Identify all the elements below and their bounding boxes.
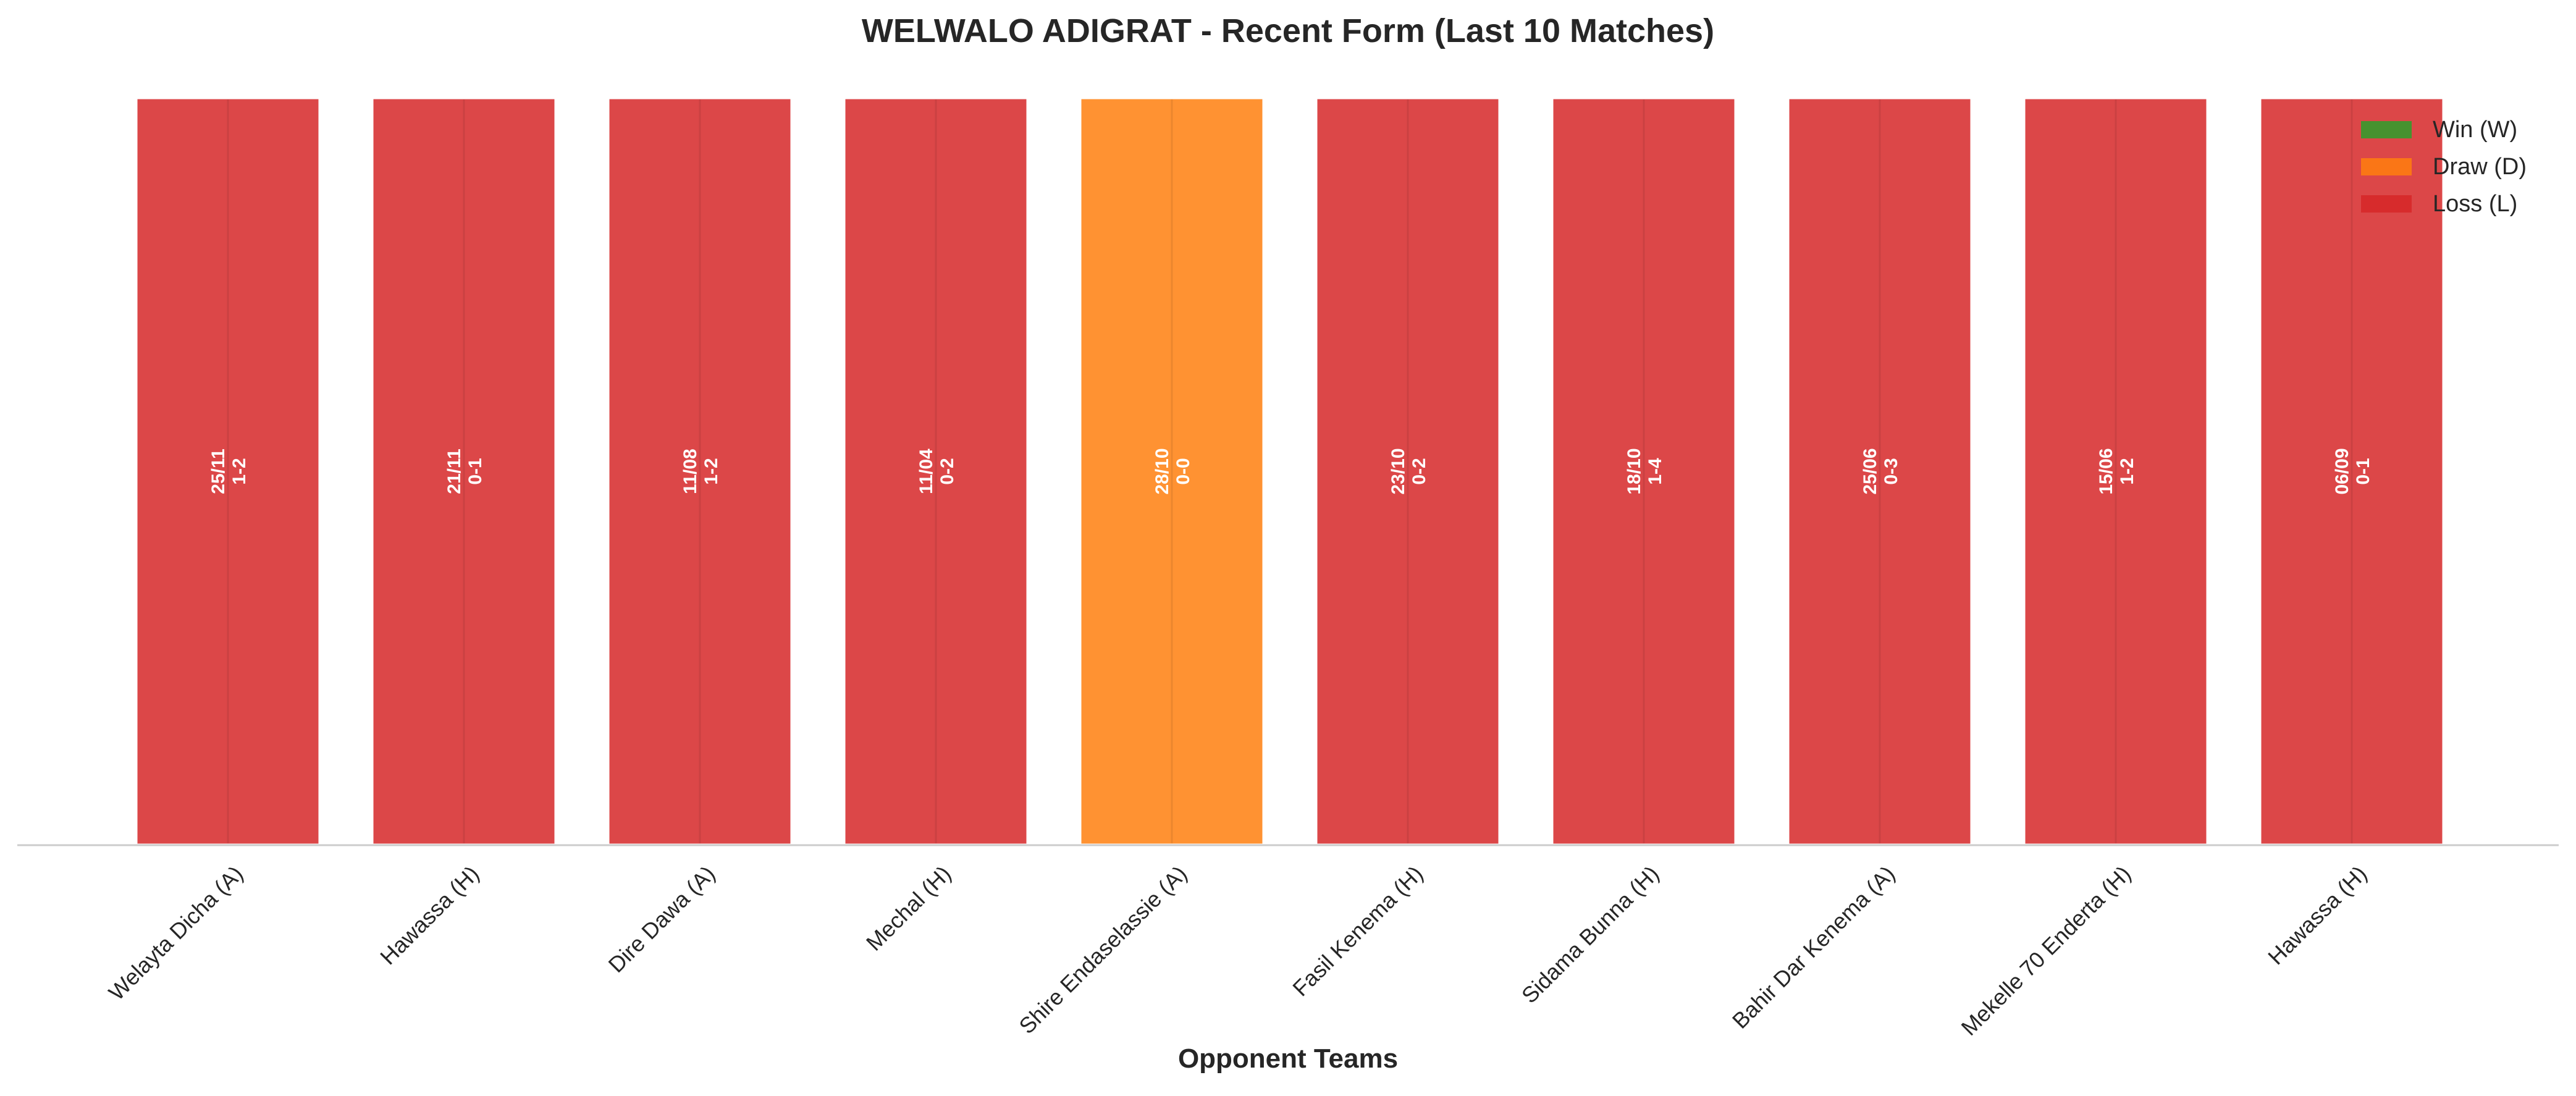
match-score: 0-2 (937, 458, 958, 484)
bar-data-label: 21/110-1 (444, 449, 486, 494)
bar-data-label: 25/111-2 (208, 449, 250, 494)
bar-l (606, 96, 794, 847)
x-tick-labels: Welayta Dicha (A) Hawassa (H) Dire Dawa (A… (104, 861, 2372, 1040)
x-tick-label: Dire Dawa (A) (603, 861, 720, 977)
bar-data-label: 23/100-2 (1388, 448, 1429, 494)
match-date: 23/10 (1388, 448, 1408, 494)
match-score: 1-2 (2117, 458, 2137, 484)
match-score: 0-1 (2353, 458, 2373, 484)
x-tick-label: Welayta Dicha (A) (104, 861, 248, 1005)
match-date: 11/04 (916, 449, 937, 494)
match-score: 1-4 (1645, 458, 1665, 485)
legend-label-w: Win (W) (2433, 117, 2517, 143)
bar-data-label: 15/061-2 (2096, 448, 2137, 494)
legend-swatch-l (2361, 195, 2412, 213)
x-tick-label: Shire Endaselassie (A) (1014, 861, 1192, 1039)
match-date: 25/11 (208, 449, 229, 494)
match-score: 0-3 (1881, 458, 1901, 484)
match-score: 1-2 (229, 458, 250, 484)
match-date: 25/06 (1860, 448, 1880, 494)
bar-l (1550, 96, 1738, 847)
match-score: 1-2 (701, 458, 722, 484)
match-date: 18/10 (1624, 448, 1644, 494)
match-score: 0-1 (465, 458, 486, 484)
match-score: 0-2 (1409, 458, 1429, 484)
legend-label-l: Loss (L) (2433, 191, 2517, 217)
bar-data-label: 11/040-2 (916, 449, 958, 494)
bar-l (370, 96, 558, 847)
bars-layer: 25/111-2 21/110-1 11/081-2 11/040-2 28/100-0… (134, 96, 2446, 847)
bar-data-label: 18/101-4 (1624, 448, 1665, 494)
match-date: 21/11 (444, 449, 465, 494)
x-tick-label: Fasil Kenema (H) (1287, 861, 1428, 1001)
bar-data-label: 06/090-1 (2332, 448, 2373, 494)
match-date: 11/08 (680, 449, 701, 494)
legend-swatch-d (2361, 158, 2412, 175)
x-tick-label: Mechal (H) (861, 861, 956, 955)
x-tick-label: Hawassa (H) (2263, 861, 2372, 969)
legend-label-d: Draw (D) (2433, 154, 2527, 180)
bar-d (1078, 96, 1266, 847)
match-date: 06/09 (2332, 448, 2352, 494)
match-date: 15/06 (2096, 448, 2116, 494)
chart-title: WELWALO ADIGRAT - Recent Form (Last 10 M… (862, 12, 1714, 49)
x-tick-label: Mekelle 70 Enderta (H) (1956, 861, 2136, 1040)
bar-data-label: 11/081-2 (680, 449, 722, 494)
legend-swatch-w (2361, 121, 2412, 138)
bar-l (134, 96, 322, 847)
bar-l (1314, 96, 1502, 847)
legend: Win (W) Draw (D) Loss (L) (2361, 117, 2527, 217)
bar-data-label: 28/100-0 (1152, 448, 1193, 494)
match-date: 28/10 (1152, 448, 1172, 494)
x-axis-label: Opponent Teams (1178, 1043, 1398, 1074)
x-tick-label: Bahir Dar Kenema (A) (1727, 861, 1900, 1033)
match-score: 0-0 (1173, 458, 1193, 484)
bar-data-label: 25/060-3 (1860, 448, 1901, 494)
bar-l (842, 96, 1030, 847)
bar-l (2258, 96, 2446, 847)
x-tick-label: Sidama Bunna (H) (1517, 861, 1664, 1008)
x-tick-label: Hawassa (H) (375, 861, 484, 969)
